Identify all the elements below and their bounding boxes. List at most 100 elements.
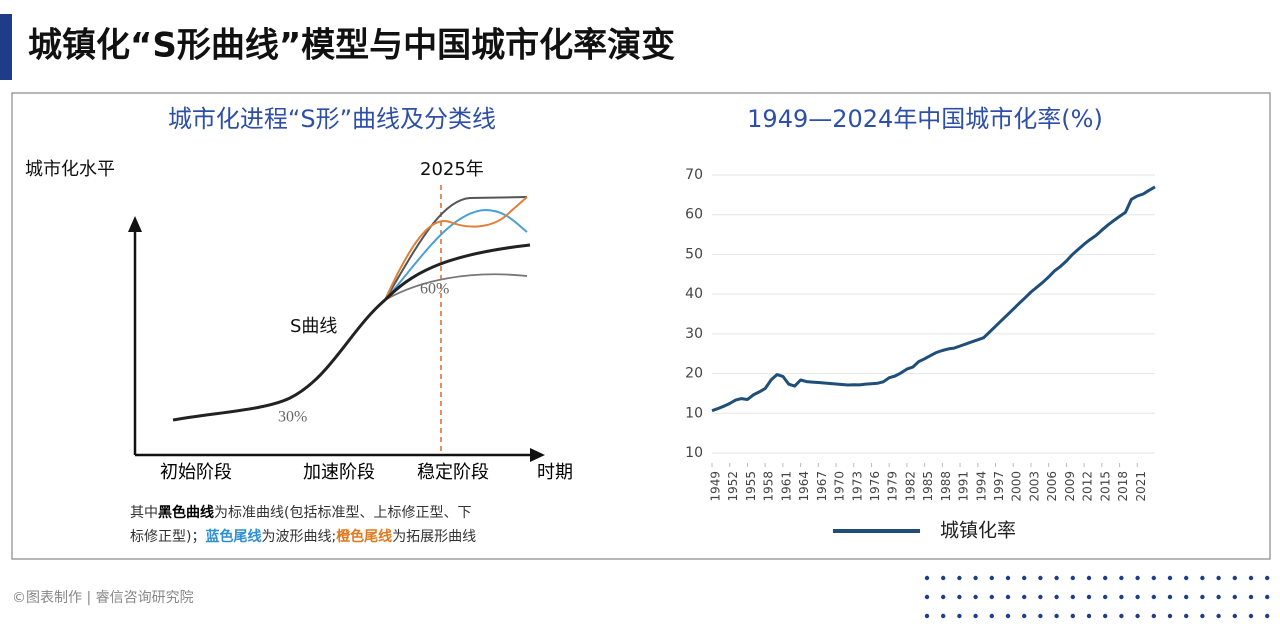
dot [989, 575, 994, 581]
dot [989, 594, 994, 600]
dot [1184, 575, 1189, 581]
x-tick-label: 1988 [939, 471, 953, 502]
dot [957, 594, 962, 600]
point-label: 60% [420, 281, 449, 298]
dot [1248, 613, 1254, 619]
y-tick-label: 30 [685, 326, 703, 342]
dot [1216, 613, 1221, 619]
stage-label: 加速阶段 [303, 462, 375, 483]
dot [941, 613, 946, 619]
dot [1151, 575, 1157, 581]
dot [1248, 594, 1254, 600]
x-tick-label: 2012 [1081, 471, 1095, 502]
dot [957, 613, 962, 619]
dot [1200, 575, 1205, 581]
s-curve [172, 243, 531, 422]
dot [1265, 613, 1270, 619]
note: 其中 [130, 505, 158, 521]
dot [1086, 594, 1092, 600]
dot [1103, 613, 1108, 619]
dot [924, 613, 930, 619]
dot [1021, 575, 1027, 581]
dot [1151, 613, 1157, 619]
dot [941, 594, 946, 600]
dot [989, 613, 994, 619]
dot [924, 594, 930, 600]
dot [1151, 594, 1157, 600]
dot [1086, 575, 1092, 581]
series-line [711, 185, 1156, 413]
arrow [530, 448, 545, 462]
dot [1232, 613, 1238, 619]
dot [1070, 613, 1076, 619]
x-tick-label: 2018 [1116, 471, 1130, 502]
dot [924, 575, 930, 581]
dot [1135, 575, 1140, 581]
stage-label: 稳定阶段 [417, 462, 489, 483]
x-tick-label: 1970 [833, 471, 847, 502]
dot [1103, 594, 1108, 600]
dot [1038, 575, 1043, 581]
dot [1038, 594, 1043, 600]
dot [1184, 613, 1189, 619]
stage-label: 初始阶段 [160, 462, 232, 483]
note-orange: 橙色尾线 [336, 528, 392, 545]
dot [1119, 594, 1124, 600]
slide-title: 城镇化“S形曲线”模型与中国城市化率演变 [28, 26, 675, 66]
note-line: 其中黑色曲线为标准曲线(包括标准型、上标修正型、下 [130, 504, 471, 521]
dot [1038, 613, 1043, 619]
dot [1167, 575, 1173, 581]
dot [1184, 594, 1189, 600]
dot [1005, 594, 1011, 600]
wave-curve [384, 208, 528, 301]
y-tick-label: 40 [685, 286, 703, 302]
dot [973, 575, 978, 581]
dot [1265, 594, 1270, 600]
x-tick-label: 1952 [726, 471, 740, 502]
x-tick-label: 1949 [709, 471, 723, 502]
marker-label: 2025年 [420, 159, 484, 180]
dot [1119, 613, 1124, 619]
dot [1216, 575, 1221, 581]
x-tick-label: 2003 [1027, 471, 1041, 502]
dot [1265, 575, 1270, 581]
x-tick-label: 2015 [1098, 471, 1112, 502]
y-tick-label: 60 [685, 207, 703, 223]
dot [1248, 575, 1254, 581]
x-tick-label: 1955 [744, 471, 758, 502]
x-tick-label: 1991 [957, 471, 971, 502]
title-bar [0, 14, 12, 80]
x-tick-label: 2009 [1063, 471, 1077, 502]
x-tick-label: 2000 [1010, 471, 1024, 502]
note: 标修正型)； [130, 529, 205, 545]
point-label: 30% [278, 409, 307, 426]
legend-label: 城镇化率 [940, 520, 1016, 542]
dot [1054, 613, 1059, 619]
dot [1054, 575, 1059, 581]
curve-label: S曲线 [290, 316, 337, 337]
dot [1103, 575, 1108, 581]
note-black: 黑色曲线 [158, 504, 214, 521]
x-tick-label: 1979 [886, 471, 900, 502]
dot [1167, 613, 1173, 619]
line-chart: 10 10 20 30 40 50 60 70 1949 1952 1955 1958 1961 1964… [685, 167, 1156, 542]
dot [1070, 594, 1076, 600]
y-tick-label: 70 [685, 167, 703, 183]
dot [1021, 594, 1027, 600]
lower-curve [384, 273, 528, 301]
dot [1200, 613, 1205, 619]
note: 为标准曲线(包括标准型、上标修正型、下 [214, 505, 471, 521]
note: 为波形曲线; [261, 529, 336, 545]
dot [973, 613, 978, 619]
x-tick-label: 1964 [797, 471, 811, 502]
dot [973, 594, 978, 600]
dot [1232, 575, 1238, 581]
x-tick-label: 1967 [815, 471, 829, 502]
dot [1135, 613, 1140, 619]
dot [1200, 594, 1205, 600]
stage-label: 时期 [537, 462, 573, 483]
footer-source: ©图表制作 | 睿信咨询研究院 [12, 590, 194, 606]
dot [1135, 594, 1140, 600]
note-line: 标修正型)；蓝色尾线为波形曲线;橙色尾线为拓展形曲线 [130, 528, 476, 545]
extended-curve [384, 196, 528, 301]
